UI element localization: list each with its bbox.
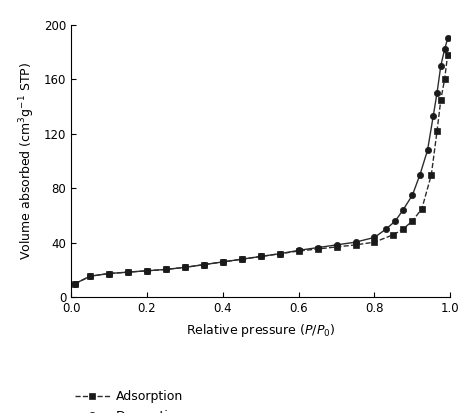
Desorption: [258, 254, 264, 259]
Desorption: [201, 262, 207, 267]
Adsorption: [163, 267, 169, 272]
Adsorption: [434, 128, 440, 133]
Desorption: [445, 36, 450, 41]
Adsorption: [72, 281, 78, 286]
Desorption: [277, 251, 283, 256]
Desorption: [392, 218, 398, 223]
Desorption: [125, 270, 131, 275]
Adsorption: [372, 240, 377, 244]
Adsorption: [334, 244, 339, 249]
Desorption: [430, 114, 436, 119]
Desorption: [182, 265, 188, 270]
Adsorption: [400, 227, 406, 232]
Desorption: [383, 227, 389, 232]
Adsorption: [410, 218, 415, 223]
Adsorption: [442, 77, 447, 82]
Desorption: [72, 281, 78, 286]
Desorption: [220, 259, 226, 264]
Legend: Adsorption, Desorption: Adsorption, Desorption: [70, 385, 190, 413]
Adsorption: [391, 232, 396, 237]
Adsorption: [353, 242, 358, 247]
Adsorption: [277, 251, 283, 256]
Desorption: [438, 63, 444, 68]
X-axis label: Relative pressure ($P/P_0$): Relative pressure ($P/P_0$): [186, 322, 336, 339]
Adsorption: [445, 52, 450, 57]
Adsorption: [87, 274, 93, 279]
Adsorption: [438, 97, 444, 102]
Line: Adsorption: Adsorption: [72, 52, 451, 287]
Desorption: [87, 274, 93, 279]
Adsorption: [182, 265, 188, 270]
Adsorption: [220, 259, 226, 264]
Adsorption: [239, 257, 245, 262]
Adsorption: [258, 254, 264, 259]
Desorption: [442, 47, 447, 52]
Desorption: [315, 245, 320, 250]
Desorption: [417, 172, 423, 177]
Adsorption: [125, 270, 131, 275]
Desorption: [400, 208, 406, 213]
Desorption: [239, 257, 245, 262]
Desorption: [434, 90, 440, 95]
Desorption: [296, 248, 301, 253]
Desorption: [144, 268, 150, 273]
Adsorption: [106, 271, 112, 276]
Adsorption: [315, 247, 320, 252]
Desorption: [410, 192, 415, 197]
Adsorption: [144, 268, 150, 273]
Adsorption: [428, 172, 434, 177]
Line: Desorption: Desorption: [72, 35, 451, 287]
Desorption: [334, 242, 339, 247]
Desorption: [372, 235, 377, 240]
Desorption: [106, 271, 112, 276]
Adsorption: [201, 262, 207, 267]
Desorption: [163, 267, 169, 272]
Adsorption: [296, 249, 301, 254]
Adsorption: [419, 206, 425, 211]
Desorption: [353, 240, 358, 244]
Desorption: [425, 148, 430, 153]
Y-axis label: Volume absorbed (cm$^3$g$^{-1}$ STP): Volume absorbed (cm$^3$g$^{-1}$ STP): [18, 62, 37, 260]
